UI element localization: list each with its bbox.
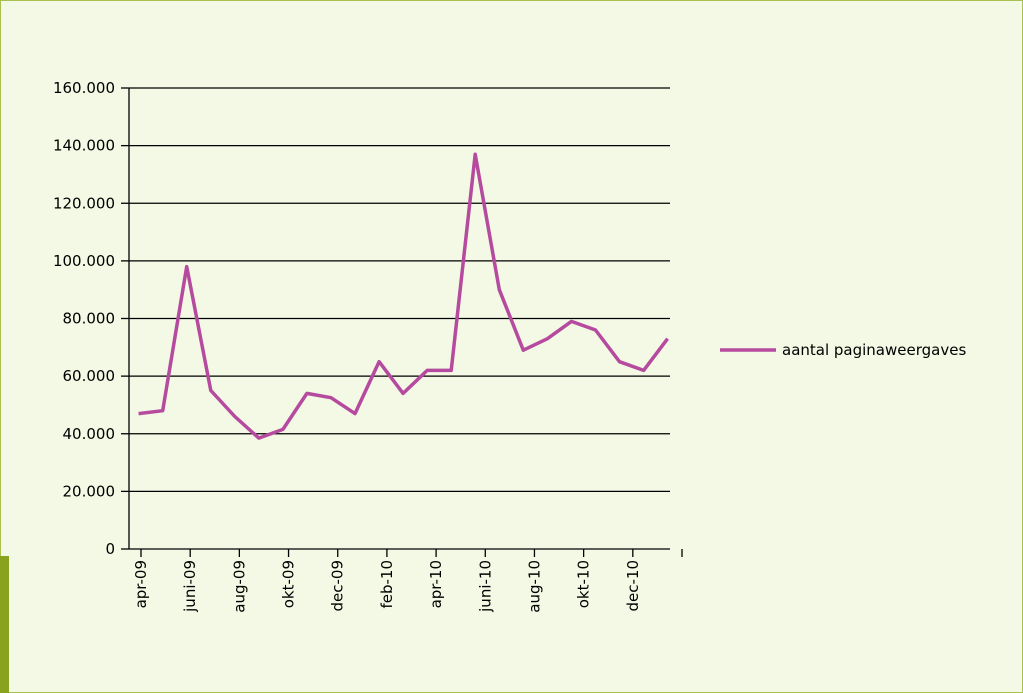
legend-label: aantal paginaweergaves <box>782 341 966 359</box>
y-tick-label: 60.000 <box>63 367 116 385</box>
accent-bar <box>0 556 9 693</box>
y-tick-label: 160.000 <box>53 79 115 97</box>
y-tick-label: 40.000 <box>63 425 116 443</box>
y-tick-label: 140.000 <box>53 137 115 155</box>
y-axis-ticks: 0 20.000 40.000 60.000 80.000 100.000 120.000 1… <box>53 79 129 558</box>
legend: aantal paginaweergaves <box>720 341 966 359</box>
x-tick-label: apr-09 <box>132 560 150 608</box>
x-tick-label: okt-10 <box>575 560 593 608</box>
x-tick-label: apr-10 <box>427 560 445 608</box>
y-tick-label: 20.000 <box>63 482 116 500</box>
y-tick-label: 100.000 <box>53 252 115 270</box>
x-tick-label: juni-09 <box>181 560 199 613</box>
x-tick-label: aug-10 <box>525 560 543 613</box>
x-tick-label: dec-09 <box>329 560 347 612</box>
x-axis-ticks: apr-09 juni-09 aug-09 okt-09 dec-09 feb-10 apr… <box>132 549 683 613</box>
x-tick-label: aug-09 <box>230 560 248 613</box>
series-lines <box>138 152 669 440</box>
gridlines <box>129 87 670 493</box>
series-line <box>138 152 669 440</box>
y-tick-label: 0 <box>105 540 115 558</box>
x-tick-label: juni-10 <box>476 560 494 613</box>
x-tick-label: okt-09 <box>280 560 298 608</box>
y-tick-label: 120.000 <box>53 194 115 212</box>
x-tick-label: feb-10 <box>378 560 396 609</box>
y-tick-label: 80.000 <box>63 310 116 328</box>
x-tick-label: dec-10 <box>624 560 642 612</box>
